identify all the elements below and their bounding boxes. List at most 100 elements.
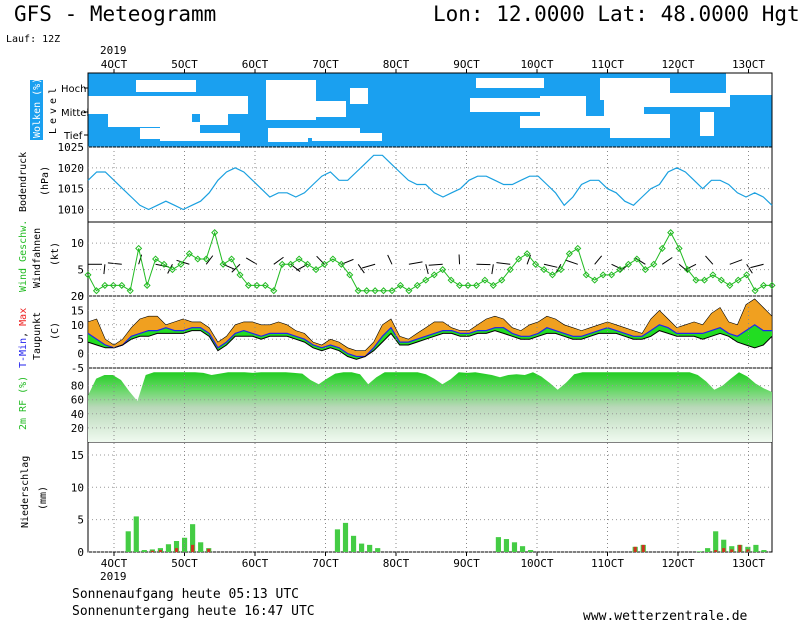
cloud-gap xyxy=(470,98,540,112)
wind-speed-point xyxy=(515,255,523,263)
wind-side-label: Wind Geschw. xyxy=(18,220,29,292)
cloud-gap xyxy=(136,80,196,92)
cloud-side-label: Wolken (%) xyxy=(30,78,43,140)
temp-title: T-Min, Max xyxy=(18,308,29,368)
pressure-ytick: 1015 xyxy=(58,183,85,196)
wind-speed-point xyxy=(667,229,675,237)
wind-barb xyxy=(729,259,743,265)
wind-speed-point xyxy=(430,271,438,279)
wind-barb-title: Windfahnen xyxy=(32,228,43,288)
page-title: GFS - Meteogramm xyxy=(14,2,217,26)
wind-barb xyxy=(496,262,511,265)
wind-ytick: 0 xyxy=(77,290,84,303)
precip-convective-bar xyxy=(158,550,163,552)
precip-bar xyxy=(528,550,534,552)
pressure-ytick: 1025 xyxy=(58,141,85,154)
precip-bar xyxy=(721,539,727,552)
wind-speed-point xyxy=(101,281,109,289)
wind-speed-point xyxy=(439,266,447,274)
x-tick-top: 7OCT xyxy=(312,58,339,71)
wind-speed-point xyxy=(177,260,185,268)
wind-speed-point xyxy=(641,266,649,274)
wind-barb xyxy=(565,259,578,265)
cloud-level-high: Hoch xyxy=(61,84,86,95)
precip-bar xyxy=(198,542,204,552)
wind-barb xyxy=(491,264,494,275)
wind-barb-label: Windfahnen xyxy=(32,228,43,288)
wind-barb xyxy=(107,262,122,265)
panel-frame-pressure xyxy=(87,146,773,223)
temp-ytick: -5 xyxy=(71,362,84,375)
temp-unit: (C) xyxy=(50,322,61,340)
wind-speed-point xyxy=(498,276,506,284)
pressure-unit: (hPa) xyxy=(40,166,51,196)
cloud-label-bg xyxy=(30,80,43,140)
precip-convective-bar xyxy=(641,544,645,552)
source-credit-link[interactable]: www.wetterzentrale.de xyxy=(583,609,748,624)
wind-ytick: 5 xyxy=(77,264,84,277)
wind-barb xyxy=(231,263,241,273)
rh-title: 2m RF (%) xyxy=(18,376,29,430)
x-year-bottom: 2019 xyxy=(100,570,127,583)
wind-speed-point xyxy=(304,260,312,268)
temp-unit-label: (C) xyxy=(50,322,61,340)
wind-speed-point xyxy=(363,287,371,295)
temp-ytick: 5 xyxy=(77,333,84,346)
wind-speed-title: Wind Geschw. xyxy=(18,220,29,292)
wind-barb xyxy=(361,263,376,269)
cloud-gap xyxy=(726,73,772,95)
wind-speed-point xyxy=(371,287,379,295)
precip-ytick: 0 xyxy=(77,546,84,559)
wind-speed-point xyxy=(557,266,565,274)
wind-speed-point xyxy=(582,271,590,279)
wind-speed-point xyxy=(768,281,776,289)
pressure-side-label: Bodendruck xyxy=(18,152,29,212)
tmin-title: T-Min xyxy=(18,338,29,368)
wind-speed-point xyxy=(244,281,252,289)
wind-speed-point xyxy=(489,281,497,289)
wind-speed-point xyxy=(152,255,160,263)
wind-barb xyxy=(661,257,673,265)
wind-speed-point xyxy=(253,281,261,289)
wind-speed-point xyxy=(684,266,692,274)
cloud-level-axis-label: Level xyxy=(48,84,59,134)
x-tick-top: 5OCT xyxy=(171,58,198,71)
wind-barb xyxy=(526,254,531,265)
wind-barb xyxy=(408,261,423,265)
wind-barb xyxy=(750,263,764,269)
precip-convective-bar xyxy=(746,549,750,552)
pressure-ytick: 1020 xyxy=(58,162,85,175)
wind-speed-point xyxy=(337,260,345,268)
x-tick-bottom: 4OCT xyxy=(101,557,128,570)
wind-barb xyxy=(594,255,603,265)
rh-side-label: 2m RF (%) xyxy=(18,376,29,430)
tmax-title: Max xyxy=(18,308,29,326)
cloud-level-mid: Mittel xyxy=(61,108,89,119)
precip-side-label: Niederschlag xyxy=(20,456,31,528)
cloud-gap xyxy=(268,128,308,142)
cloud-gap xyxy=(312,133,382,141)
precip-bar xyxy=(133,516,139,552)
wind-barb xyxy=(746,264,753,274)
wind-speed-point xyxy=(540,266,548,274)
cloud-gap xyxy=(200,111,228,125)
wind-speed-point xyxy=(380,287,388,295)
precip-title: Niederschlag xyxy=(20,456,31,528)
wind-barb xyxy=(425,264,429,275)
precip-bar xyxy=(761,550,767,552)
pressure-ytick: 1010 xyxy=(58,204,85,217)
wind-speed-point xyxy=(532,260,540,268)
wind-barb xyxy=(138,254,143,265)
rh-area xyxy=(88,372,772,442)
dewpoint-title: Taupunkt xyxy=(32,312,43,360)
sunset-text: Sonnenuntergang heute 16:47 UTC xyxy=(72,604,315,619)
wind-unit-label: (kt) xyxy=(50,242,61,266)
wind-speed-point xyxy=(185,250,193,258)
temp-ytick: 15 xyxy=(71,304,84,317)
cloud-frame xyxy=(87,72,773,148)
wind-speed-point xyxy=(751,287,759,295)
cloud-gap xyxy=(160,122,200,134)
wind-speed-point xyxy=(422,276,430,284)
wind-speed-point xyxy=(565,250,573,258)
